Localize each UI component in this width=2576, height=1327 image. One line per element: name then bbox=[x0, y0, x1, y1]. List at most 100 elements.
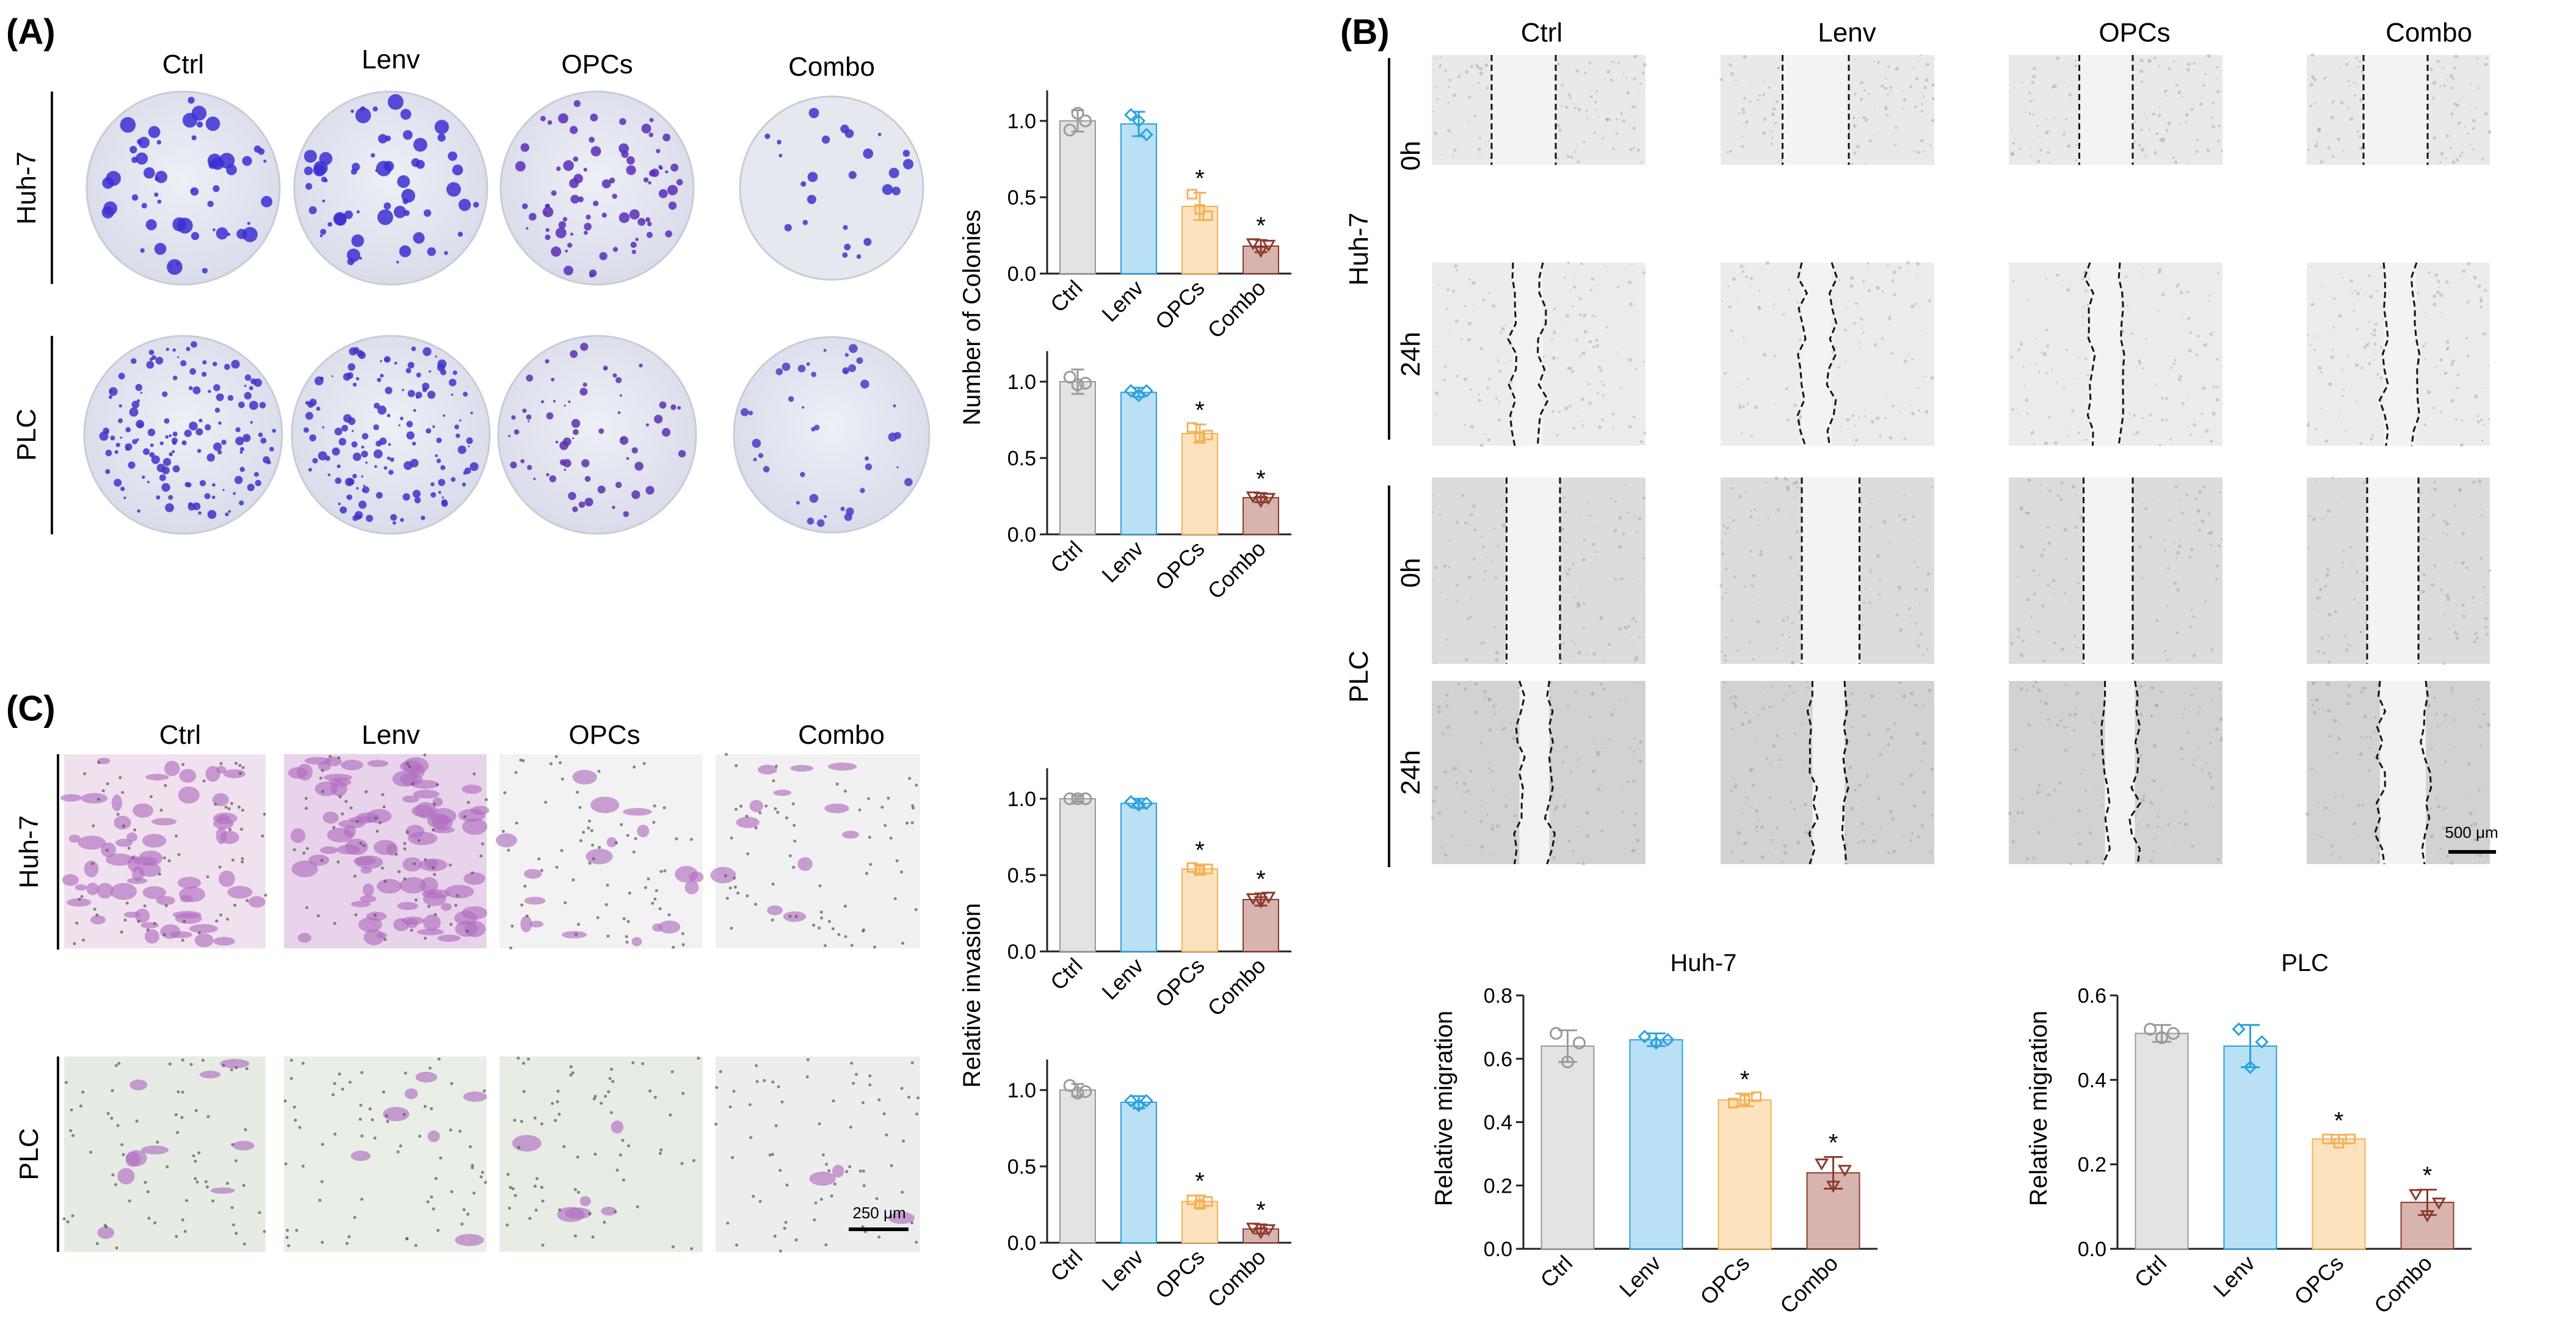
cell-speck bbox=[1735, 79, 1737, 82]
cell-speck bbox=[1757, 713, 1760, 716]
cell-speck bbox=[1930, 376, 1934, 380]
cell-speck bbox=[1622, 119, 1626, 123]
colony-dot bbox=[407, 362, 415, 369]
cell-speck bbox=[1468, 278, 1471, 281]
cell-speck bbox=[2334, 610, 2337, 614]
colony-dot bbox=[427, 247, 436, 256]
plate-disc bbox=[291, 335, 491, 535]
cell-speck bbox=[1884, 396, 1886, 398]
cell-speck bbox=[1903, 437, 1906, 440]
colony-dot bbox=[437, 359, 447, 369]
cell-speck bbox=[1465, 70, 1469, 74]
cell-speck bbox=[1903, 90, 1904, 92]
cell-speck bbox=[1636, 531, 1638, 533]
membrane-pore bbox=[365, 790, 368, 794]
cell-speck bbox=[2379, 376, 2383, 379]
cell-speck bbox=[1504, 804, 1508, 808]
colony-dot bbox=[580, 343, 589, 351]
cell-speck bbox=[2480, 299, 2483, 302]
cell-speck bbox=[1436, 98, 1439, 100]
cell-speck bbox=[1895, 126, 1898, 129]
cell-speck bbox=[1553, 410, 1555, 412]
cell-speck bbox=[2333, 813, 2335, 815]
membrane-pore bbox=[263, 812, 266, 816]
membrane-pore bbox=[244, 1128, 247, 1132]
cell-speck bbox=[1603, 743, 1606, 746]
cell-speck bbox=[2445, 134, 2450, 138]
colony-dot bbox=[407, 390, 415, 398]
colony-dot bbox=[571, 418, 581, 428]
membrane-pore bbox=[578, 805, 582, 809]
colony-dot bbox=[244, 374, 252, 381]
cell-speck bbox=[1432, 494, 1434, 496]
cell-speck bbox=[2458, 489, 2462, 492]
cell-speck bbox=[2461, 603, 2465, 607]
cell-speck bbox=[1874, 134, 1876, 136]
data-point bbox=[2166, 1027, 2180, 1040]
invading-cell bbox=[227, 885, 253, 899]
membrane-pore bbox=[555, 865, 559, 869]
cell-speck bbox=[2141, 416, 2144, 420]
cell-speck bbox=[2177, 377, 2182, 382]
cell-speck bbox=[2445, 719, 2447, 722]
cell-speck bbox=[1581, 424, 1584, 427]
cell-speck bbox=[2010, 152, 2015, 156]
colony-dot bbox=[191, 135, 197, 140]
colony-dot bbox=[413, 232, 425, 244]
y-tick-label: 0.5 bbox=[1007, 1155, 1036, 1179]
membrane-pore bbox=[201, 1058, 205, 1062]
colony-dot bbox=[172, 450, 175, 453]
cell-speck bbox=[2450, 399, 2454, 403]
cell-speck bbox=[2446, 347, 2448, 350]
membrane-pore bbox=[734, 807, 738, 811]
cell-speck bbox=[1509, 722, 1512, 724]
invading-cell bbox=[142, 834, 167, 848]
cell-speck bbox=[1749, 100, 1752, 103]
cell-speck bbox=[2196, 353, 2199, 356]
cell-speck bbox=[1845, 307, 1848, 308]
data-point bbox=[1202, 1196, 1213, 1207]
invading-cell bbox=[367, 760, 389, 768]
membrane-pore bbox=[95, 1242, 99, 1245]
cell-speck bbox=[1434, 662, 1437, 664]
cell-speck bbox=[2207, 300, 2210, 302]
bar-opcs bbox=[1181, 868, 1218, 952]
membrane-pore bbox=[153, 1221, 157, 1224]
y-tick-label: 0.2 bbox=[2078, 1154, 2106, 1177]
cell-speck bbox=[1921, 653, 1925, 656]
cell-speck bbox=[2472, 126, 2475, 130]
invading-cell bbox=[330, 780, 347, 797]
bar-ctrl bbox=[1540, 1045, 1595, 1249]
cell-speck bbox=[1443, 68, 1447, 72]
membrane-pore bbox=[675, 837, 678, 841]
cell-speck bbox=[1785, 602, 1788, 603]
cell-speck bbox=[2065, 118, 2068, 121]
cell-speck bbox=[1574, 690, 1577, 693]
colony-dot bbox=[807, 517, 815, 525]
colony-dot bbox=[665, 230, 672, 238]
cell-speck bbox=[1887, 264, 1889, 266]
cell-speck bbox=[2315, 698, 2318, 701]
colony-dot bbox=[390, 457, 394, 462]
membrane-pore bbox=[466, 801, 470, 804]
cell-speck bbox=[1916, 566, 1919, 569]
colony-dot bbox=[522, 409, 527, 413]
membrane-pore bbox=[143, 904, 147, 908]
cell-speck bbox=[2133, 413, 2136, 417]
cell-speck bbox=[2215, 551, 2216, 553]
cell-speck bbox=[1769, 796, 1772, 799]
cell-speck bbox=[1777, 161, 1780, 162]
invading-cell bbox=[220, 1059, 250, 1069]
cell-speck bbox=[1576, 144, 1578, 146]
membrane-pore bbox=[337, 756, 341, 760]
invading-cell bbox=[572, 769, 597, 785]
colony-dot bbox=[658, 189, 668, 198]
colony-dot bbox=[205, 424, 211, 431]
membrane-pore bbox=[402, 1113, 406, 1116]
membrane-pore bbox=[667, 913, 671, 917]
cell-speck bbox=[2488, 418, 2491, 420]
colony-dot bbox=[667, 184, 678, 195]
colony-dot bbox=[356, 487, 359, 490]
cell-speck bbox=[1614, 61, 1616, 64]
data-point bbox=[1063, 371, 1076, 384]
